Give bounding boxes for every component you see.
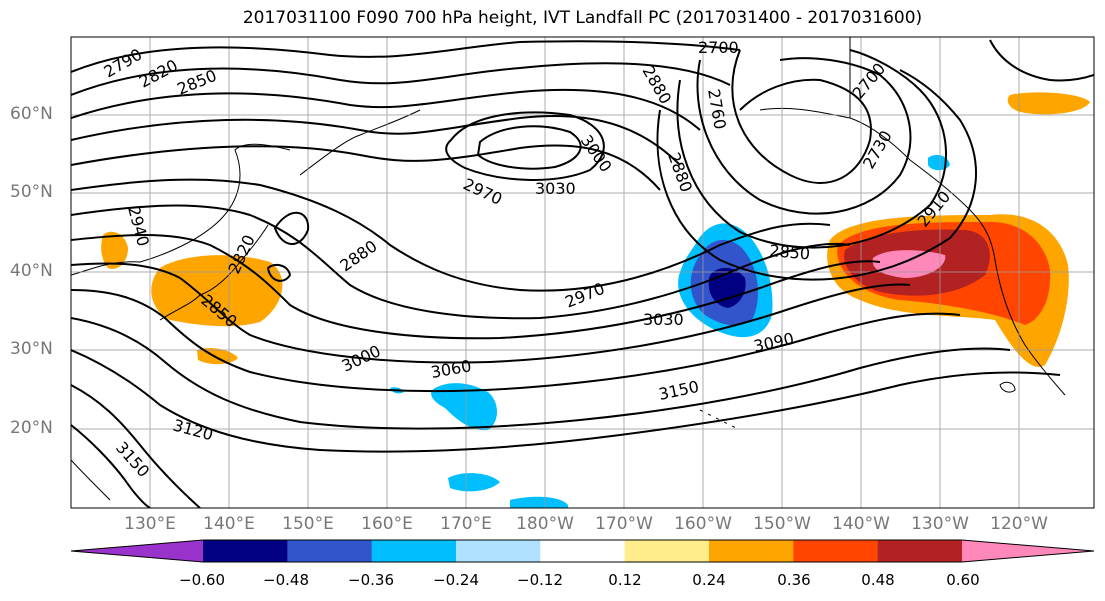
lon-label: 160°E [361, 514, 413, 534]
lon-label: 160°W [674, 514, 732, 534]
contour-label: 2970 [460, 174, 505, 208]
colorbar-swatch [203, 540, 288, 562]
ivt-positive-shading [101, 92, 1090, 367]
colorbar-swatch [877, 540, 963, 562]
contour-label: 2730 [859, 127, 896, 172]
lon-label: 140°E [203, 514, 255, 534]
lon-label: 130°E [124, 514, 176, 534]
contour-label: 3030 [535, 179, 576, 198]
contour-label: 2940 [124, 204, 153, 248]
colorbar-tick-label: −0.24 [433, 571, 479, 589]
contour-label: 2880 [336, 236, 380, 275]
lon-label: 140°W [832, 514, 890, 534]
lat-label: 40°N [10, 261, 53, 281]
colorbar-swatch [540, 540, 626, 562]
height-contours [71, 39, 1094, 508]
colorbar-extension-high [962, 540, 1094, 562]
contour-label: 2760 [704, 87, 730, 130]
lon-label: 150°W [753, 514, 811, 534]
contour-label: 3150 [657, 377, 701, 404]
contour-label: 3000 [339, 341, 384, 375]
lat-label: 20°N [10, 418, 53, 438]
lat-label: 60°N [10, 104, 53, 124]
lon-label: 120°W [990, 514, 1048, 534]
ivt-negative-shading [390, 154, 950, 508]
lon-label: 180°W [516, 514, 574, 534]
contour-label: 2850 [769, 241, 811, 263]
lon-label: 150°E [282, 514, 334, 534]
lat-label: 50°N [10, 182, 53, 202]
lon-label: 170°W [595, 514, 653, 534]
colorbar [70, 539, 1095, 563]
contour-label: 2880 [664, 150, 696, 195]
colorbar-tick-label: 0.12 [608, 571, 642, 589]
map-title: 2017031100 F090 700 hPa height, IVT Land… [242, 8, 923, 28]
contour-label: 3120 [171, 416, 215, 445]
colorbar-tick-label: 0.24 [692, 571, 726, 589]
colorbar-tick-label: 0.36 [777, 571, 811, 589]
colorbar-tick-label: −0.36 [348, 571, 394, 589]
colorbar-tick-label: 0.60 [946, 571, 980, 589]
colorbar-tick-label: −0.60 [179, 571, 225, 589]
colorbar-swatch [456, 540, 541, 562]
map-frame [70, 36, 1095, 509]
colorbar-extension-low [71, 540, 203, 562]
colorbar-swatch [371, 540, 457, 562]
contour-label: 3150 [112, 438, 153, 481]
colorbar-tick-label: 0.48 [861, 571, 895, 589]
colorbar-tick-label: −0.48 [263, 571, 309, 589]
lon-label: 130°W [911, 514, 969, 534]
colorbar-tick-label: −0.12 [517, 571, 563, 589]
colorbar-swatch [624, 540, 710, 562]
colorbar-swatch [793, 540, 879, 562]
colorbar-outline [70, 539, 1095, 563]
lon-label: 170°E [440, 514, 492, 534]
colorbar-swatch [287, 540, 373, 562]
lat-label: 30°N [10, 339, 53, 359]
contour-label: 2700 [698, 38, 739, 57]
colorbar-swatch [709, 540, 794, 562]
contour-label: 3030 [643, 310, 684, 329]
contour-label: 2970 [562, 279, 607, 312]
graticule [71, 37, 1094, 508]
